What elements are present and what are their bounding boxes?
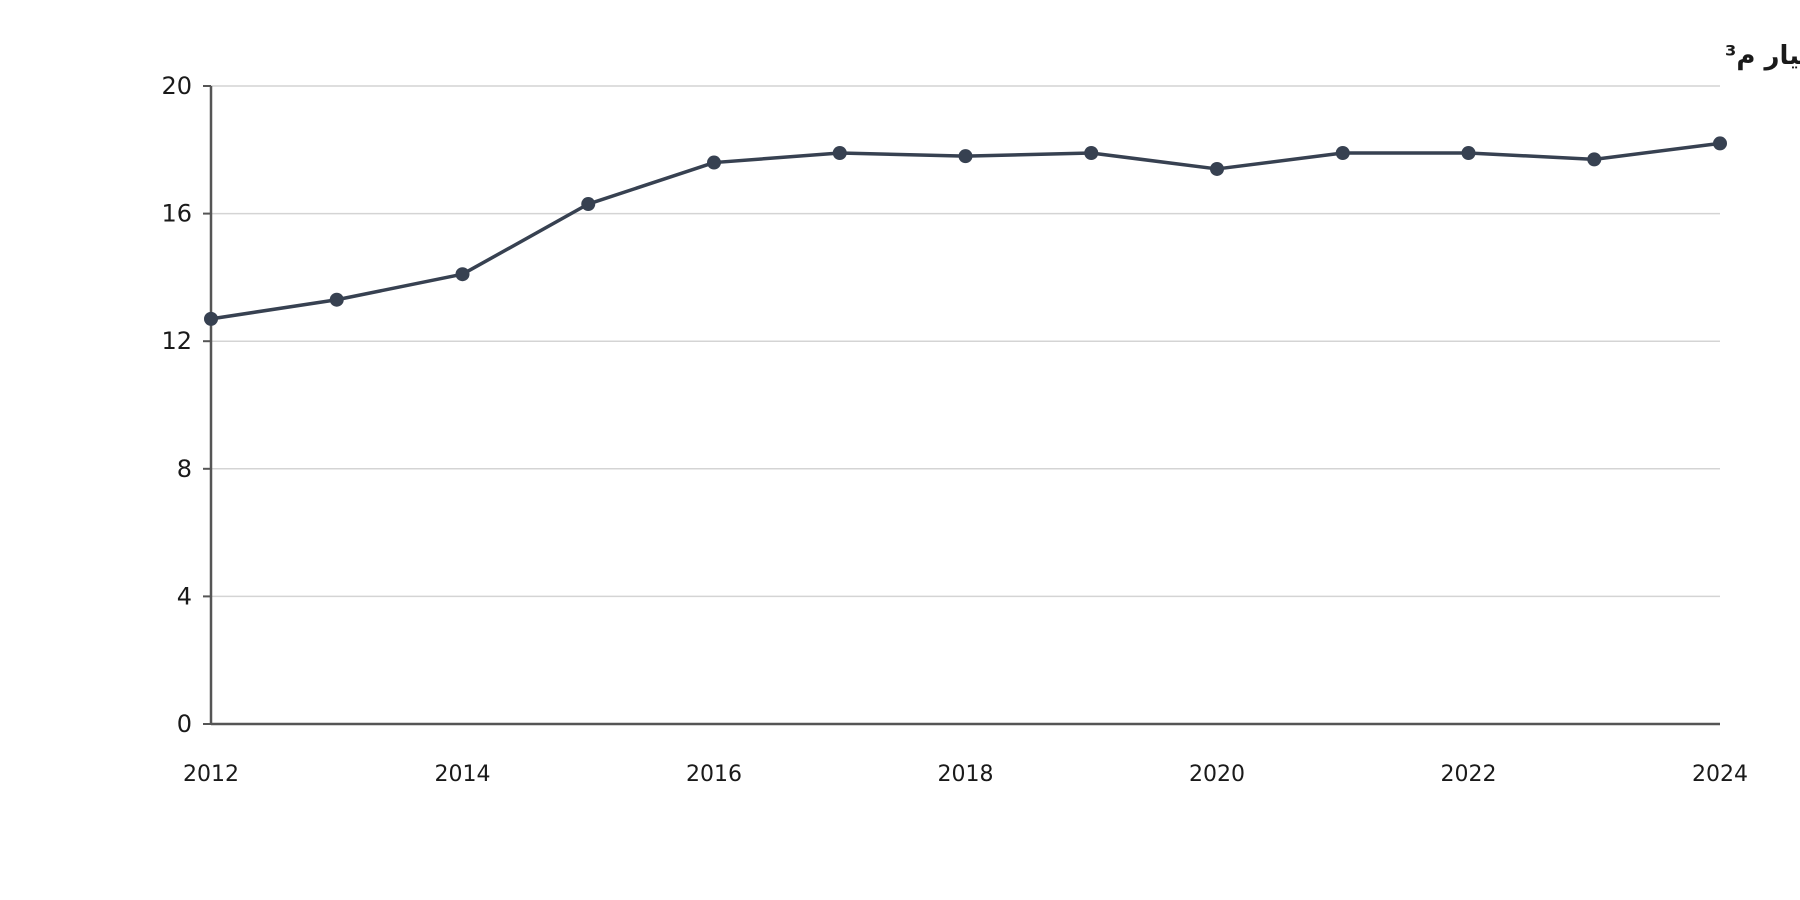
- data-point: [1084, 145, 1099, 160]
- y-axis-ticks: 0 4 8 12 16 20: [161, 72, 192, 738]
- data-point: [707, 155, 721, 170]
- x-tick-label: 2012: [183, 762, 239, 787]
- data-point: [329, 292, 344, 307]
- data-point: [1335, 145, 1350, 160]
- y-tick-label: 20: [161, 72, 192, 100]
- data-point: [1461, 145, 1476, 160]
- x-tick-label: 2014: [435, 762, 491, 787]
- data-point: [1713, 136, 1727, 151]
- y-tick-label: 0: [177, 710, 192, 738]
- gridlines: [211, 85, 1720, 598]
- data-points: [204, 136, 1727, 326]
- x-tick-label: 2024: [1692, 762, 1748, 787]
- x-axis-ticks: 2012 2014 2016 2018 2020 2022 2024: [183, 762, 1748, 787]
- y-tick-label: 4: [177, 582, 192, 610]
- unit-label: مليار م³: [1725, 41, 1800, 71]
- y-tick-label: 16: [161, 200, 192, 228]
- data-point: [204, 311, 218, 326]
- series-line-group: [209, 141, 1722, 321]
- data-point: [581, 197, 596, 212]
- series-line: [209, 141, 1722, 321]
- data-point: [1210, 161, 1224, 176]
- y-tick-label: 8: [177, 455, 192, 483]
- data-point: [832, 145, 847, 160]
- axes: [203, 85, 1720, 726]
- data-point: [455, 267, 470, 282]
- x-tick-label: 2016: [686, 762, 742, 787]
- x-tick-label: 2020: [1189, 762, 1245, 787]
- x-tick-label: 2022: [1441, 762, 1497, 787]
- data-point: [958, 149, 973, 164]
- y-tick-label: 12: [161, 327, 192, 355]
- x-tick-label: 2018: [938, 762, 994, 787]
- data-point: [1587, 152, 1602, 167]
